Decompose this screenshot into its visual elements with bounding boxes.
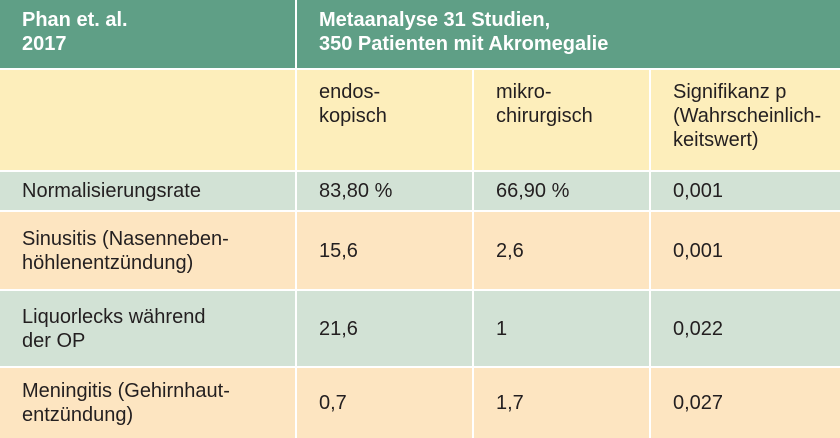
row-label: Sinusitis (Nasenneben- höhlenentzündung) bbox=[0, 212, 295, 289]
corner-cell bbox=[0, 70, 295, 170]
cell-value: 2,6 bbox=[474, 212, 649, 289]
cell-value: 66,90 % bbox=[474, 172, 649, 210]
cell-value: 0,027 bbox=[651, 368, 840, 438]
row-label: Meningitis (Gehirnhaut- entzündung) bbox=[0, 368, 295, 438]
column-header: endos- kopisch bbox=[297, 70, 472, 170]
cell-value: 21,6 bbox=[297, 291, 472, 366]
cell-value: 0,001 bbox=[651, 212, 840, 289]
cell-value: 83,80 % bbox=[297, 172, 472, 210]
cell-value: 1,7 bbox=[474, 368, 649, 438]
cell-value: 0,022 bbox=[651, 291, 840, 366]
header-right: Metaanalyse 31 Studien, 350 Patienten mi… bbox=[297, 0, 840, 68]
column-header: Signifikanz p (Wahrscheinlich- keitswert… bbox=[651, 70, 840, 170]
header-left: Phan et. al. 2017 bbox=[0, 0, 295, 68]
cell-value: 1 bbox=[474, 291, 649, 366]
cell-value: 0,7 bbox=[297, 368, 472, 438]
cell-value: 15,6 bbox=[297, 212, 472, 289]
column-header: mikro- chirurgisch bbox=[474, 70, 649, 170]
row-label: Normalisierungsrate bbox=[0, 172, 295, 210]
cell-value: 0,001 bbox=[651, 172, 840, 210]
row-label: Liquorlecks während der OP bbox=[0, 291, 295, 366]
